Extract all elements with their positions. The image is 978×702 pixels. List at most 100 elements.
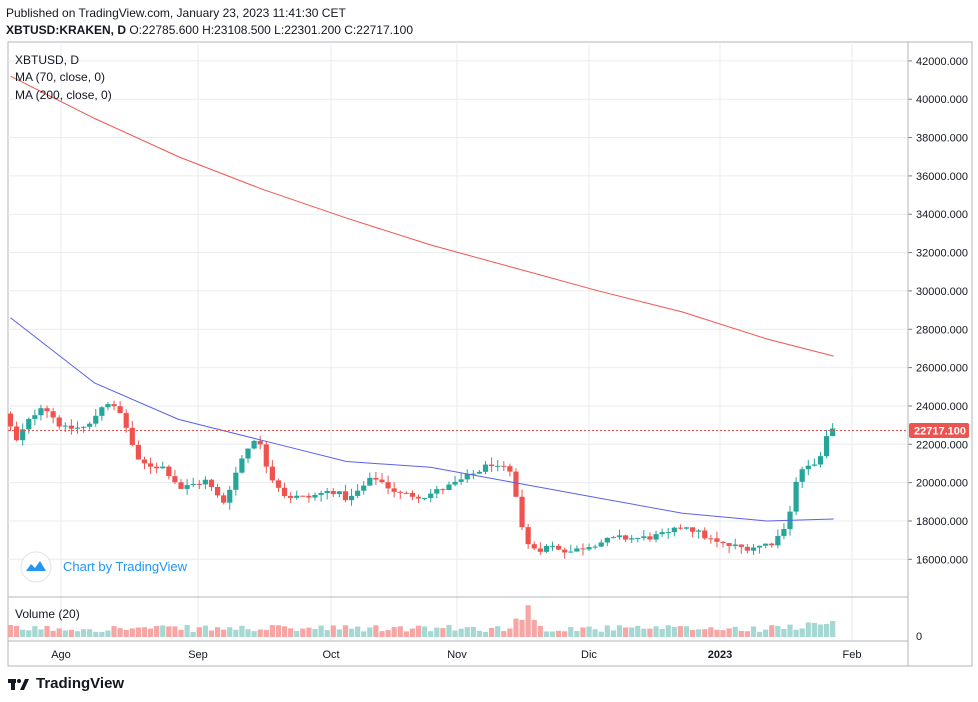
legend-volume[interactable]: Volume (20) [15,607,80,621]
candle-body [781,528,787,536]
volume-bar [415,625,422,637]
volume-bar [251,631,257,637]
candle-body [281,487,288,496]
price-tick-label: 18000.000 [916,516,968,528]
volume-bar [154,625,160,637]
volume-axis: 0 [916,631,922,643]
candle-body [696,530,702,532]
candle-body [543,545,550,552]
candle-body [373,477,379,480]
candle-body [32,415,38,419]
candle-body [105,404,111,408]
candle-body [750,547,757,551]
close-label: C: [344,23,357,37]
price-tick-label: 22000.000 [916,439,968,451]
volume-bar [763,629,769,637]
low-value: 22301.200 [284,23,341,37]
volume-bar [720,630,726,637]
candle-body [415,496,422,499]
candle-body [172,476,178,483]
candle-body [355,490,361,496]
volume-bar [781,628,787,637]
price-tick-label: 28000.000 [916,324,968,336]
volume-bar [592,629,598,637]
time-tick-label: Feb [843,649,862,661]
candle-body [13,426,20,441]
volume-bar [519,619,525,637]
candle-body [519,496,525,528]
candle-body [409,492,416,497]
volume-bar [129,628,135,637]
candle-body [537,548,543,552]
chart-frame [7,41,973,667]
volume-bar [531,619,537,637]
candle-body [726,543,732,546]
volume-bar [355,626,361,637]
volume-bar [823,624,830,637]
volume-bar [190,631,196,637]
volume-bar [495,626,501,637]
candle-body [470,473,476,475]
candle-body [93,415,99,424]
candle-body [495,465,501,467]
time-axis[interactable]: Ago Sep Oct Nov Dic 2023 Feb [51,649,861,661]
volume-bar [708,627,714,637]
price-axis[interactable]: 16000.000 18000.000 20000.000 22000.000 2400… [908,56,968,566]
candle-body [702,530,708,539]
candle-body [665,532,671,534]
volume-bar [20,629,26,637]
volume-bar [586,626,592,637]
time-tick-label: 2023 [708,649,732,661]
volume-bar [147,628,154,637]
tradingview-watermark[interactable]: Chart by TradingView [20,551,188,583]
footer-brand[interactable]: TradingView [8,675,124,692]
volume-bar [568,627,574,637]
candle-body [440,489,446,491]
symbol-interval: XBTUSD:KRAKEN, D [6,23,126,37]
volume-bar [775,625,781,637]
candle-body [598,542,604,547]
volume-bar [732,626,738,637]
candle-body [507,466,513,472]
volume-bar [26,630,32,637]
volume-bar [489,627,495,637]
candle-body [147,463,154,467]
legend-ma200[interactable]: MA (200, close, 0) [15,88,112,102]
candle-body [294,495,300,498]
candle-body [823,436,830,457]
candle-body [683,527,690,529]
candle-body [7,413,14,427]
candle-body [476,471,483,474]
price-tick-label: 32000.000 [916,248,968,260]
candle-body [501,465,507,467]
candle-body [300,495,306,497]
candle-body [111,404,117,407]
candle-body [154,466,160,469]
grid-lines [8,42,908,641]
volume-bar [580,627,586,637]
candle-body [403,492,409,494]
candle-body [489,464,495,467]
candle-body [720,541,726,544]
volume-bar [562,631,568,637]
high-value: 23108.500 [214,23,271,37]
volume-bars [7,605,836,637]
open-value: 22785.600 [142,23,199,37]
time-tick-label: Sep [188,649,208,661]
volume-bar [318,625,324,637]
legend-ma70[interactable]: MA (70, close, 0) [15,70,105,84]
volume-bar [696,629,702,637]
candles [7,400,836,559]
volume-bar [598,631,604,637]
last-price-label: 22717.100 [914,426,966,438]
candle-body [562,549,568,553]
candle-body [586,547,592,550]
volume-bar [385,630,391,637]
volume-bar [683,626,690,637]
candle-body [62,425,68,427]
candle-body [184,485,190,489]
volume-bar [324,630,330,637]
price-chart[interactable]: 16000.000 18000.000 20000.000 22000.000 2400… [0,0,978,670]
candle-body [397,491,403,493]
time-tick-label: Nov [447,649,467,661]
